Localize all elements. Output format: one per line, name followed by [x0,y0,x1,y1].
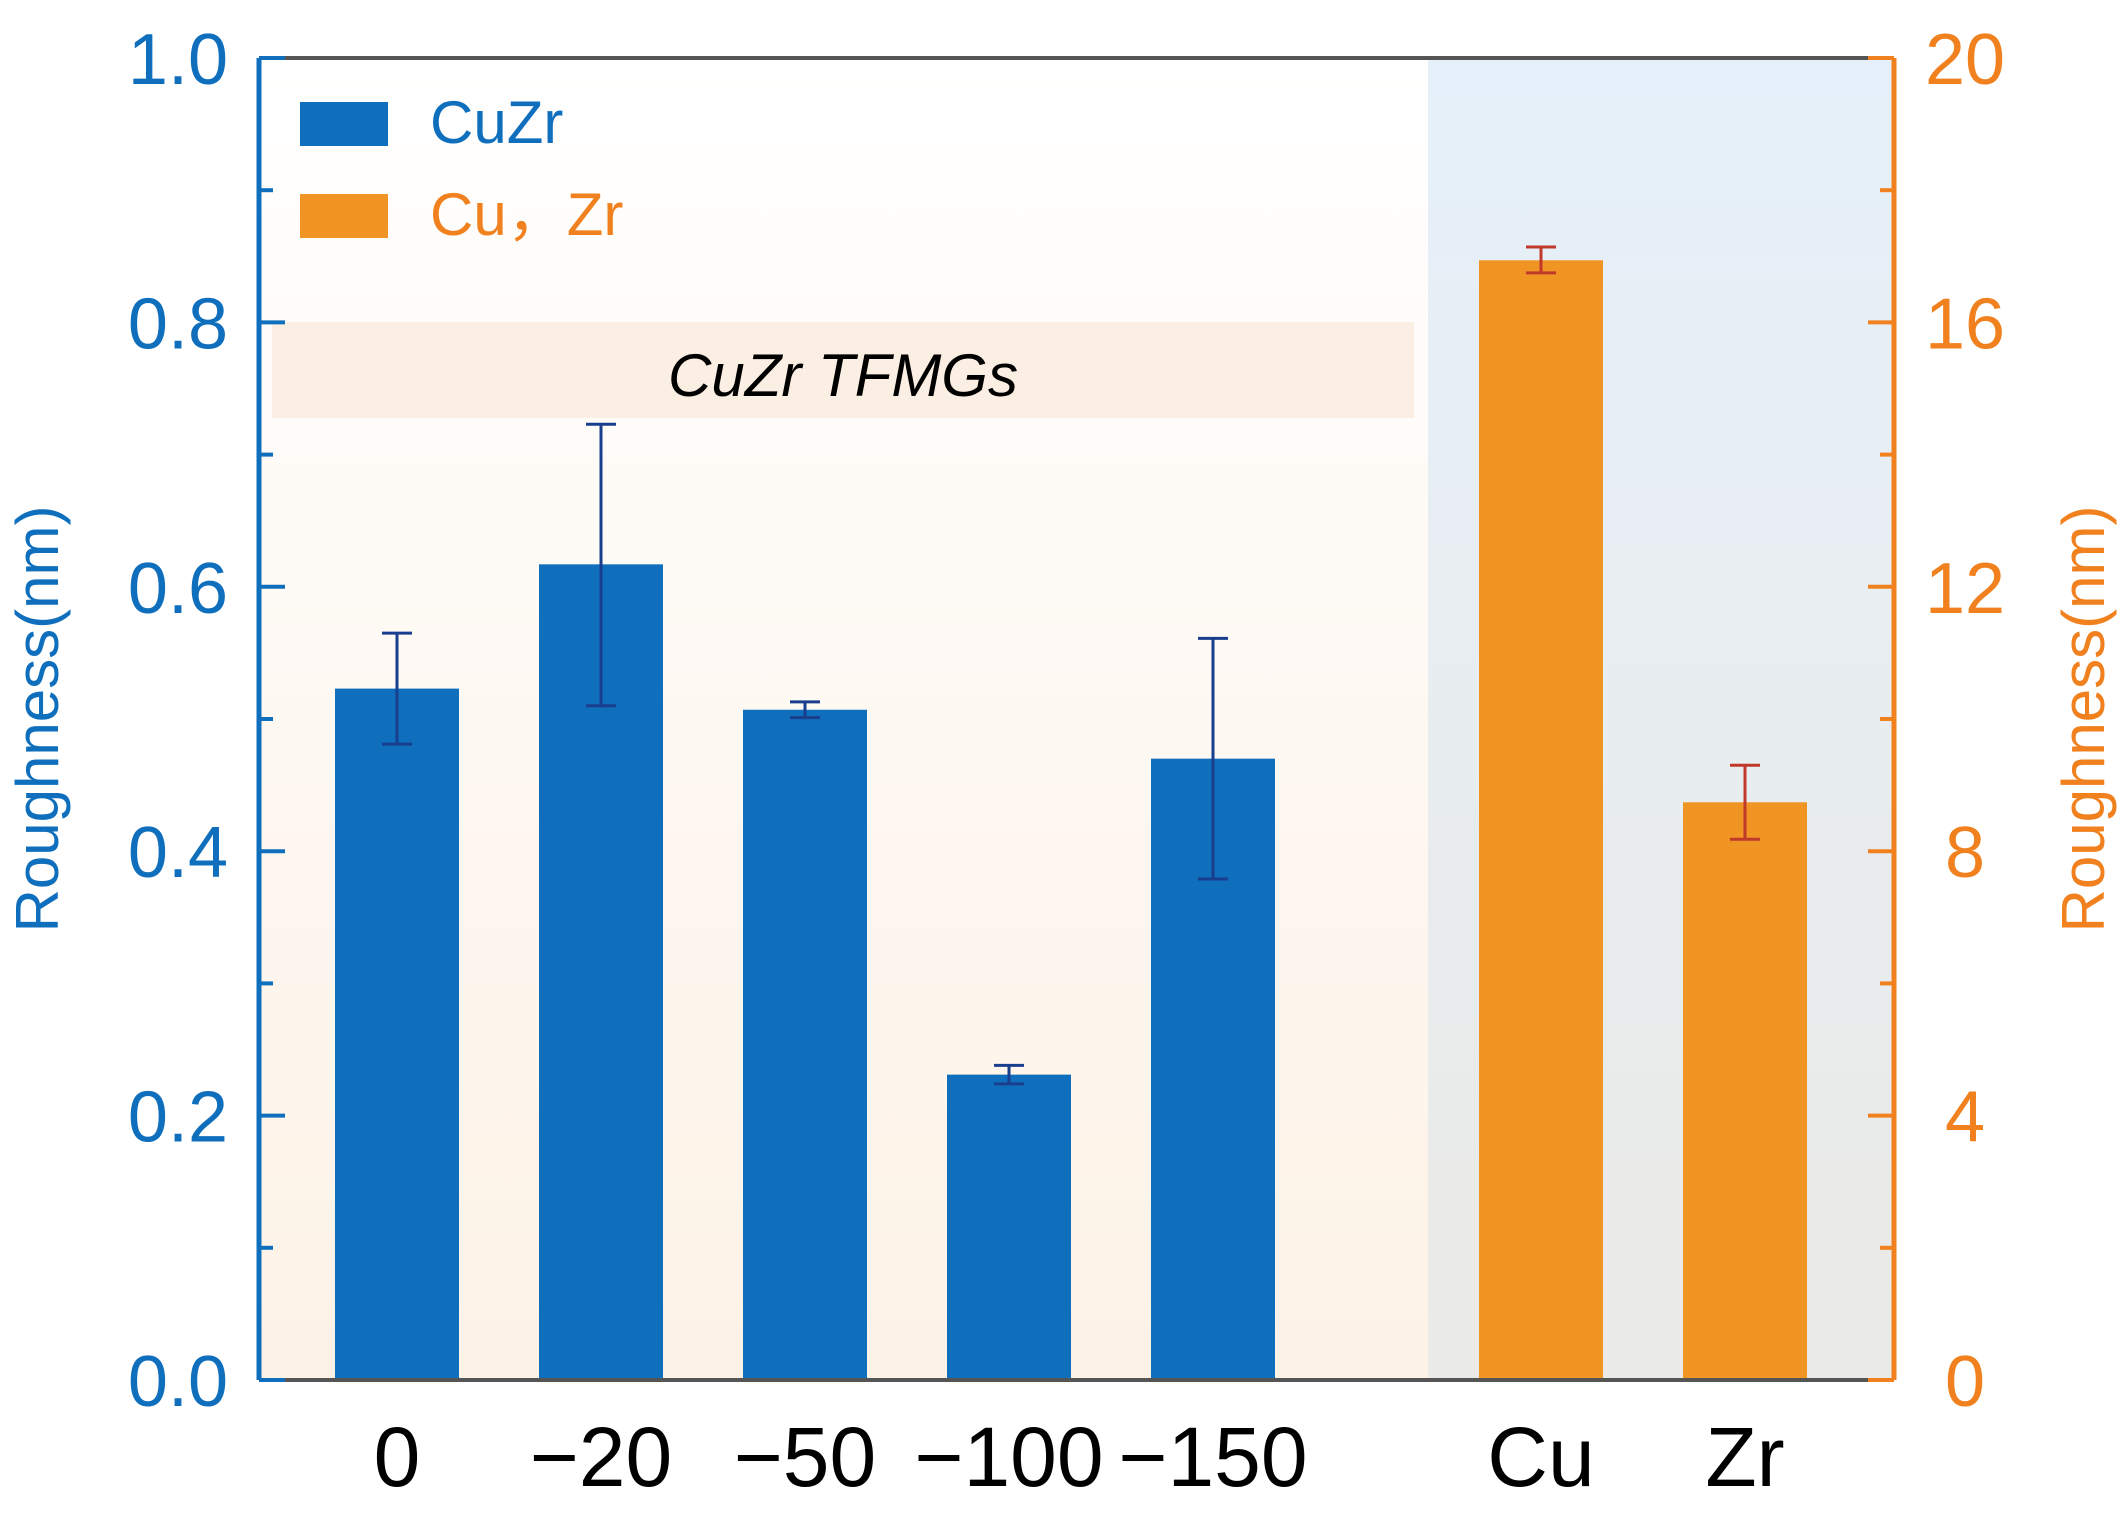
left-tick-label-3: 0.6 [128,549,228,629]
left-tick-label-1: 0.2 [128,1078,228,1158]
right-tick-label-4: 16 [1925,284,2005,364]
annotation-label: CuZr TFMGs [668,342,1018,409]
annotation-box [272,322,1414,418]
right-tick-label-3: 12 [1925,549,2005,629]
legend: CuZr Cu，Zr [300,89,623,248]
legend-swatch-cu-zr [300,194,388,238]
right-axis-ticks: 0 4 8 12 16 20 [1868,20,2005,1422]
cuzr-bar-3 [947,1074,1071,1380]
right-tick-label-1: 4 [1945,1078,1985,1158]
left-tick-label-2: 0.4 [128,813,228,893]
left-tick-label-4: 0.8 [128,284,228,364]
left-tick-label-5: 1.0 [128,20,228,100]
legend-label-cuzr: CuZr [430,89,563,156]
cuzr-category-label-1: −20 [530,1410,673,1504]
right-axis-title: Roughness(nm) [2050,506,2117,933]
legend-label-cu-zr: Cu，Zr [430,181,623,248]
right-tick-label-5: 20 [1925,20,2005,100]
left-axis-title: Roughness(nm) [4,506,71,933]
left-axis-ticks: 0.0 0.2 0.4 0.6 0.8 1.0 [128,20,285,1422]
metal-bar-1 [1683,802,1807,1380]
error-bars-layer [382,245,1760,1086]
category-labels: 0 −20 −50 −100 −150 Cu Zr [374,1410,1785,1504]
cuzr-category-label-3: −100 [914,1410,1103,1504]
metal-category-label-1: Zr [1705,1410,1784,1504]
bars-layer [335,260,1807,1380]
legend-swatch-cuzr [300,102,388,146]
metal-category-label-0: Cu [1487,1410,1594,1504]
cuzr-bar-2 [743,709,867,1380]
right-tick-label-0: 0 [1945,1342,1985,1422]
cuzr-category-label-0: 0 [374,1410,421,1504]
cuzr-category-label-2: −50 [734,1410,877,1504]
cuzr-category-label-4: −150 [1118,1410,1307,1504]
right-tick-label-2: 8 [1945,813,1985,893]
cuzr-bar-0 [335,688,459,1380]
left-tick-label-0: 0.0 [128,1342,228,1422]
metal-bar-0 [1479,260,1603,1380]
